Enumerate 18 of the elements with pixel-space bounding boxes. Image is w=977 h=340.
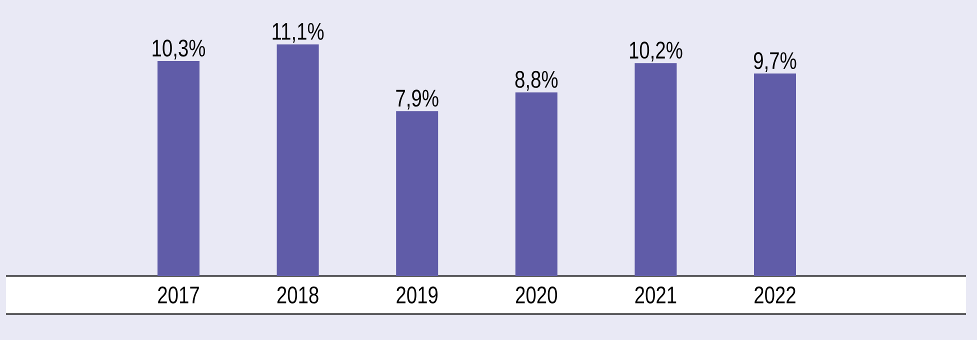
x-tick-label: 2018: [277, 286, 318, 304]
x-tick-label: 2020: [516, 286, 558, 304]
data-label: 10,3%: [152, 40, 206, 60]
x-tick-label: 2021: [635, 286, 676, 304]
bar: [634, 63, 677, 276]
bar: [276, 44, 319, 276]
data-label: 10,2%: [630, 42, 682, 62]
bar: [515, 92, 558, 276]
data-label: 8,8%: [515, 70, 558, 91]
x-tick-label: 2019: [396, 286, 438, 304]
bar: [158, 61, 200, 276]
x-tick-label: 2022: [754, 286, 796, 304]
x-tick-label: 2017: [158, 286, 199, 304]
data-label: 9,7%: [754, 52, 796, 72]
data-label: 7,9%: [396, 90, 438, 110]
bar: [396, 111, 438, 276]
bar: [754, 74, 796, 276]
data-label: 11,1%: [272, 23, 324, 43]
